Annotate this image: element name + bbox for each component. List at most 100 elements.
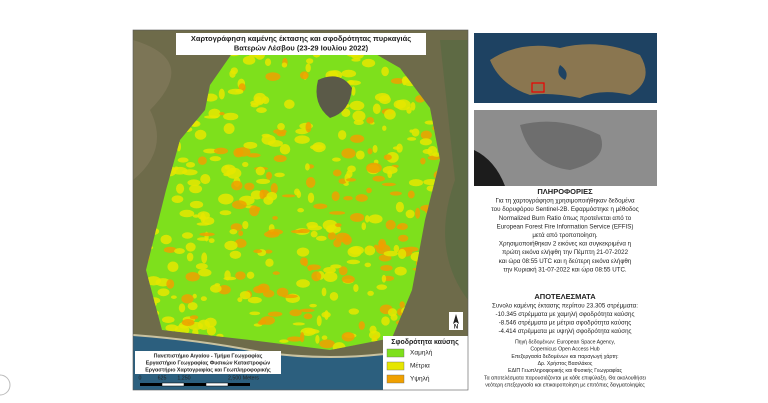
burn-patch xyxy=(224,270,231,281)
burn-patch xyxy=(332,157,341,162)
burn-patch xyxy=(378,95,391,105)
info-line: Για τη χαρτογράφηση χρησιμοποιήθηκαν δεδ… xyxy=(495,198,634,205)
burn-patch xyxy=(396,224,402,230)
burn-patch xyxy=(267,139,283,147)
burn-patch xyxy=(249,311,261,316)
burn-patch xyxy=(348,308,360,315)
burn-patch xyxy=(305,121,312,133)
burn-patch xyxy=(171,195,184,203)
burn-patch xyxy=(235,271,246,280)
burn-patch xyxy=(323,266,336,274)
scale-label: 2,500 Meters xyxy=(228,375,259,381)
burn-patch xyxy=(353,284,359,293)
burn-patch xyxy=(381,66,389,77)
burn-patch xyxy=(306,58,314,64)
burn-patch xyxy=(284,99,295,109)
burn-patch xyxy=(146,276,162,286)
burn-patch xyxy=(371,338,378,342)
terrain-patch xyxy=(133,40,172,180)
inset-map-1 xyxy=(474,33,657,103)
map-title: Βατερών Λέσβου (23-29 Ιουλίου 2022) xyxy=(234,43,369,52)
burn-patch xyxy=(242,220,249,230)
burn-patch xyxy=(350,213,365,222)
burn-patch xyxy=(315,235,327,241)
burn-patch xyxy=(187,302,198,311)
burn-patch xyxy=(235,89,244,93)
source-line: Πηγή δεδομένων: European Space Agency, xyxy=(515,338,615,345)
burn-patch xyxy=(185,161,196,168)
burn-patch xyxy=(186,252,194,262)
burn-patch xyxy=(338,266,348,276)
burn-patch xyxy=(398,234,409,242)
burn-patch xyxy=(261,96,270,105)
burn-patch xyxy=(305,63,311,73)
burn-patch xyxy=(395,201,404,213)
burn-patch xyxy=(265,258,274,267)
burn-patch xyxy=(383,250,398,257)
burn-patch xyxy=(347,246,362,258)
burn-patch xyxy=(267,228,283,235)
burn-patch xyxy=(307,225,323,231)
burn-patch xyxy=(176,183,185,194)
burn-patch xyxy=(350,134,365,143)
burn-patch xyxy=(237,297,243,303)
source-line: νεότερη επεξεργασία και επικαιροποίηση μ… xyxy=(485,382,645,389)
burn-patch xyxy=(189,184,203,194)
burn-patch xyxy=(255,166,266,176)
burn-patch xyxy=(394,266,407,276)
burn-patch xyxy=(238,230,244,237)
burn-patch xyxy=(167,261,179,273)
burn-patch xyxy=(381,316,390,326)
burn-patch xyxy=(206,325,217,336)
info-line: European Forest Fire Information Service… xyxy=(497,223,634,230)
burn-patch xyxy=(326,225,335,233)
burn-patch xyxy=(296,190,302,199)
burn-patch xyxy=(310,230,318,238)
burn-patch xyxy=(276,131,286,137)
burn-patch xyxy=(372,144,378,153)
burn-patch xyxy=(352,110,366,122)
burn-patch xyxy=(366,187,372,194)
burn-patch xyxy=(319,339,335,349)
burn-patch xyxy=(226,167,242,179)
burn-patch xyxy=(163,246,177,253)
burn-patch xyxy=(330,264,342,269)
burn-patch xyxy=(279,339,289,343)
burn-patch xyxy=(264,58,272,67)
burn-patch xyxy=(341,275,355,284)
burn-patch xyxy=(335,223,342,228)
burn-patch xyxy=(349,100,365,111)
burn-patch xyxy=(287,336,303,342)
burn-patch xyxy=(274,172,285,178)
burn-patch xyxy=(229,229,238,235)
burn-patch xyxy=(355,194,368,202)
burn-patch xyxy=(365,215,370,223)
burn-patch xyxy=(376,284,388,290)
burn-patch xyxy=(170,295,177,299)
title-box xyxy=(176,33,426,55)
burn-patch xyxy=(366,162,382,174)
burn-patch xyxy=(231,180,243,191)
map-frame xyxy=(132,29,469,391)
burn-patch xyxy=(420,157,426,165)
burn-patch xyxy=(410,102,416,111)
burn-patch xyxy=(329,292,339,301)
burn-patch xyxy=(196,222,210,226)
burn-patch xyxy=(263,289,275,298)
burn-patch xyxy=(250,102,259,108)
source-line: Επεξεργασία δεδομένων και παραγωγή χάρτη… xyxy=(511,353,618,360)
info-line: μετά από τροποποίηση. xyxy=(532,232,598,239)
burn-patch xyxy=(181,319,195,326)
burn-patch xyxy=(243,141,258,149)
burn-patch xyxy=(157,288,170,297)
burn-patch xyxy=(332,169,342,177)
legend-swatch xyxy=(386,348,405,358)
burn-patch xyxy=(192,293,197,299)
burn-patch xyxy=(393,244,400,253)
burn-patch xyxy=(378,254,392,262)
page-control[interactable] xyxy=(0,374,11,396)
burn-patch xyxy=(407,190,415,199)
burn-patch xyxy=(264,249,273,254)
burn-patch xyxy=(179,209,195,218)
results-line: -10.345 στρέμματα με χαμηλή σφοδρότητα κ… xyxy=(496,311,635,318)
